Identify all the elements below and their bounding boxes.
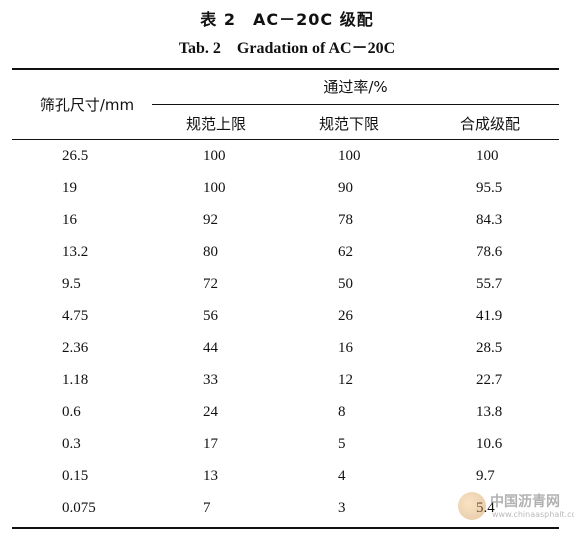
lower-limit-cell: 12: [338, 372, 353, 388]
header-synthetic-gradation: 合成级配: [459, 115, 520, 133]
watermark-logo-icon: [458, 492, 486, 520]
synthetic-gradation-cell: 5.4: [476, 500, 495, 517]
sieve-size-cell: 0.6: [62, 404, 81, 420]
upper-limit-cell: 92: [203, 212, 218, 228]
upper-limit-cell: 72: [203, 276, 218, 292]
synthetic-gradation-cell: 10.6: [476, 436, 503, 452]
lower-limit-cell: 78: [338, 212, 353, 228]
table-title-chinese: 表 2 AC－20C 级配: [200, 10, 374, 29]
lower-limit-cell: 8: [338, 404, 346, 420]
sieve-size-cell: 2.36: [62, 340, 89, 356]
watermark-name: 中国沥青网: [490, 494, 560, 510]
sieve-size-cell: 26.5: [62, 148, 89, 164]
table-row: 2.36 44 16 28.5: [0, 340, 574, 372]
lower-limit-cell: 5: [338, 436, 346, 452]
synthetic-gradation-cell: 100: [476, 148, 499, 164]
header-bottom-rule: [12, 139, 559, 140]
synthetic-gradation-cell: 22.7: [476, 372, 503, 388]
upper-limit-cell: 56: [203, 308, 218, 324]
lower-limit-cell: 100: [338, 148, 361, 164]
synthetic-gradation-cell: 84.3: [476, 212, 503, 228]
table-title-english: Tab. 2 Gradation of AC－20C: [178, 40, 396, 57]
table-row: 9.5 72 50 55.7: [0, 276, 574, 308]
table-row: 16 92 78 84.3: [0, 212, 574, 244]
lower-limit-cell: 3: [338, 500, 346, 516]
table-row: 0.6 24 8 13.8: [0, 404, 574, 436]
lower-limit-cell: 90: [338, 180, 353, 196]
synthetic-gradation-cell: 95.5: [476, 180, 503, 196]
synthetic-gradation-cell: 9.7: [476, 468, 495, 484]
lower-limit-cell: 62: [338, 244, 353, 260]
synthetic-gradation-cell: 78.6: [476, 244, 503, 260]
upper-limit-cell: 44: [203, 340, 218, 356]
table-row: 13.2 80 62 78.6: [0, 244, 574, 276]
upper-limit-cell: 13: [203, 468, 218, 484]
table-row: 4.75 56 26 41.9: [0, 308, 574, 340]
upper-limit-cell: 17: [203, 436, 218, 452]
synthetic-gradation-cell: 13.8: [476, 404, 503, 420]
upper-limit-cell: 33: [203, 372, 218, 388]
sieve-size-cell: 0.3: [62, 436, 81, 452]
watermark-url: www.chinaasphalt.com: [492, 510, 574, 519]
header-upper-limit: 规范上限: [185, 115, 246, 133]
header-sieve-size: 筛孔尺寸/mm: [39, 96, 135, 114]
synthetic-gradation-cell: 55.7: [476, 276, 503, 292]
sieve-size-cell: 13.2: [62, 244, 89, 260]
sieve-size-cell: 19: [62, 180, 77, 196]
synthetic-gradation-cell: 41.9: [476, 308, 503, 324]
table-row: 0.3 17 5 10.6: [0, 436, 574, 468]
header-lower-limit: 规范下限: [318, 115, 379, 133]
table-row: 0.15 13 4 9.7: [0, 468, 574, 500]
sieve-size-cell: 9.5: [62, 276, 81, 292]
top-rule: [12, 68, 559, 70]
synthetic-gradation-cell: 28.5: [476, 340, 503, 356]
upper-limit-cell: 24: [203, 404, 218, 420]
lower-limit-cell: 16: [338, 340, 353, 356]
lower-limit-cell: 26: [338, 308, 353, 324]
sieve-size-cell: 0.15: [62, 468, 89, 484]
upper-limit-cell: 80: [203, 244, 218, 260]
lower-limit-cell: 4: [338, 468, 346, 484]
table-row: 1.18 33 12 22.7: [0, 372, 574, 404]
table-row: 0.075 7 3 5.4: [0, 500, 574, 532]
upper-limit-cell: 100: [203, 148, 226, 164]
lower-limit-cell: 50: [338, 276, 353, 292]
table-row: 19 100 90 95.5: [0, 180, 574, 212]
sieve-size-cell: 16: [62, 212, 77, 228]
table-row: 26.5 100 100 100: [0, 148, 574, 180]
sieve-size-cell: 0.075: [62, 500, 96, 516]
sieve-size-cell: 1.18: [62, 372, 89, 388]
upper-limit-cell: 100: [203, 180, 226, 196]
upper-limit-cell: 7: [203, 500, 211, 516]
header-passing-rate: 通过率/%: [323, 78, 388, 96]
sieve-size-cell: 4.75: [62, 308, 89, 324]
watermark: 中国沥青网 www.chinaasphalt.com: [458, 488, 574, 526]
header-sub-rule: [152, 104, 559, 105]
bottom-rule: [12, 527, 559, 529]
